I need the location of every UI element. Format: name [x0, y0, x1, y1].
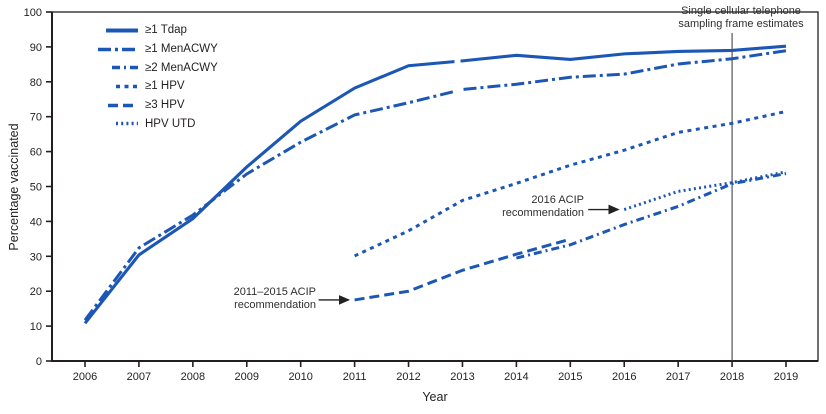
series-line-men1: [83, 49, 787, 322]
x-tick-label: 2007: [127, 371, 151, 383]
legend-label: HPV UTD: [145, 117, 196, 130]
legend-item-men2: ≥2 MenACWY: [96, 58, 218, 77]
legend-line-sample-icon: [112, 66, 138, 70]
y-tick-label: 100: [24, 7, 42, 19]
chart-legend: ≥1 Tdap ≥1 MenACWY ≥2 MenACWY ≥1 HPV ≥3 HPV H…: [96, 21, 218, 133]
y-tick-label: 80: [30, 77, 42, 89]
y-tick-label: 0: [36, 356, 42, 368]
annotation-line: Single cellular telephone: [681, 5, 801, 17]
legend-line-sample-icon: [106, 28, 138, 33]
y-axis-label: Percentage vaccinated: [7, 123, 21, 251]
series-line-hpv1: [353, 110, 787, 258]
x-tick-label: 2016: [612, 371, 636, 383]
y-tick-label: 20: [30, 286, 42, 298]
x-tick-label: 2008: [181, 371, 205, 383]
legend-label: ≥1 Tdap: [145, 24, 187, 37]
annotation-line: 2011–2015 ACIP: [233, 286, 316, 298]
y-tick-label: 70: [30, 112, 42, 124]
line-break-mask: [454, 84, 461, 98]
legend-item-hpv1: ≥1 HPV: [96, 77, 218, 96]
x-tick-label: 2015: [558, 371, 582, 383]
x-axis-label: Year: [422, 390, 448, 404]
x-axis-ticks: 2006 2007 2008 2009 2010 2011 2012 2013 2014 2015…: [73, 361, 798, 383]
x-tick-label: 2010: [288, 371, 312, 383]
legend-item-tdap: ≥1 Tdap: [96, 21, 218, 40]
x-tick-label: 2017: [666, 371, 690, 383]
legend-line-sample-icon: [98, 47, 138, 51]
x-tick-label: 2018: [720, 371, 744, 383]
legend-item-men1: ≥1 MenACWY: [96, 40, 218, 59]
legend-line-sample-icon: [108, 103, 138, 107]
line-break-mask: [454, 54, 461, 67]
y-tick-label: 90: [30, 42, 42, 54]
x-tick-label: 2011: [343, 371, 367, 383]
legend-swatch-hpv1: [96, 82, 138, 91]
y-tick-label: 10: [30, 321, 42, 333]
x-tick-label: 2014: [504, 371, 528, 383]
legend-item-hpvutd: HPV UTD: [96, 114, 218, 133]
annotation-acip-2016: 2016 ACIP recommendation: [464, 194, 584, 220]
legend-swatch-men1: [96, 45, 138, 54]
y-tick-label: 30: [30, 251, 42, 263]
legend-swatch-tdap: [96, 26, 138, 35]
y-tick-label: 40: [30, 216, 42, 228]
annotation-line: 2016 ACIP: [531, 194, 584, 206]
legend-line-sample-icon: [116, 122, 138, 126]
legend-label: ≥1 HPV: [145, 80, 185, 93]
legend-swatch-men2: [96, 63, 138, 72]
annotation-sampling-frame: Single cellular telephone sampling frame…: [649, 5, 826, 31]
x-tick-label: 2006: [73, 371, 97, 383]
legend-line-sample-icon: [116, 84, 138, 89]
x-tick-label: 2009: [235, 371, 259, 383]
legend-swatch-hpv3: [96, 101, 138, 110]
legend-swatch-hpvutd: [96, 119, 138, 128]
annotation-line: recommendation: [502, 207, 584, 219]
legend-label: ≥2 MenACWY: [145, 61, 218, 74]
annotation-line: recommendation: [234, 299, 316, 311]
legend-item-hpv3: ≥3 HPV: [96, 96, 218, 115]
annotation-acip-2011-2015: 2011–2015 ACIP recommendation: [186, 286, 316, 312]
y-tick-label: 60: [30, 147, 42, 159]
annotation-line: sampling frame estimates: [678, 18, 804, 30]
x-tick-label: 2019: [774, 371, 798, 383]
series-line-hpv3: [354, 237, 571, 302]
y-tick-label: 50: [30, 182, 42, 194]
x-tick-label: 2013: [450, 371, 474, 383]
x-tick-label: 2012: [396, 371, 420, 383]
series-line-hpvutd: [623, 170, 787, 211]
legend-label: ≥1 MenACWY: [145, 43, 218, 56]
y-axis-ticks: 0 10 20 30 40 50 60 70 80 90 100: [24, 7, 52, 368]
legend-label: ≥3 HPV: [145, 99, 185, 112]
